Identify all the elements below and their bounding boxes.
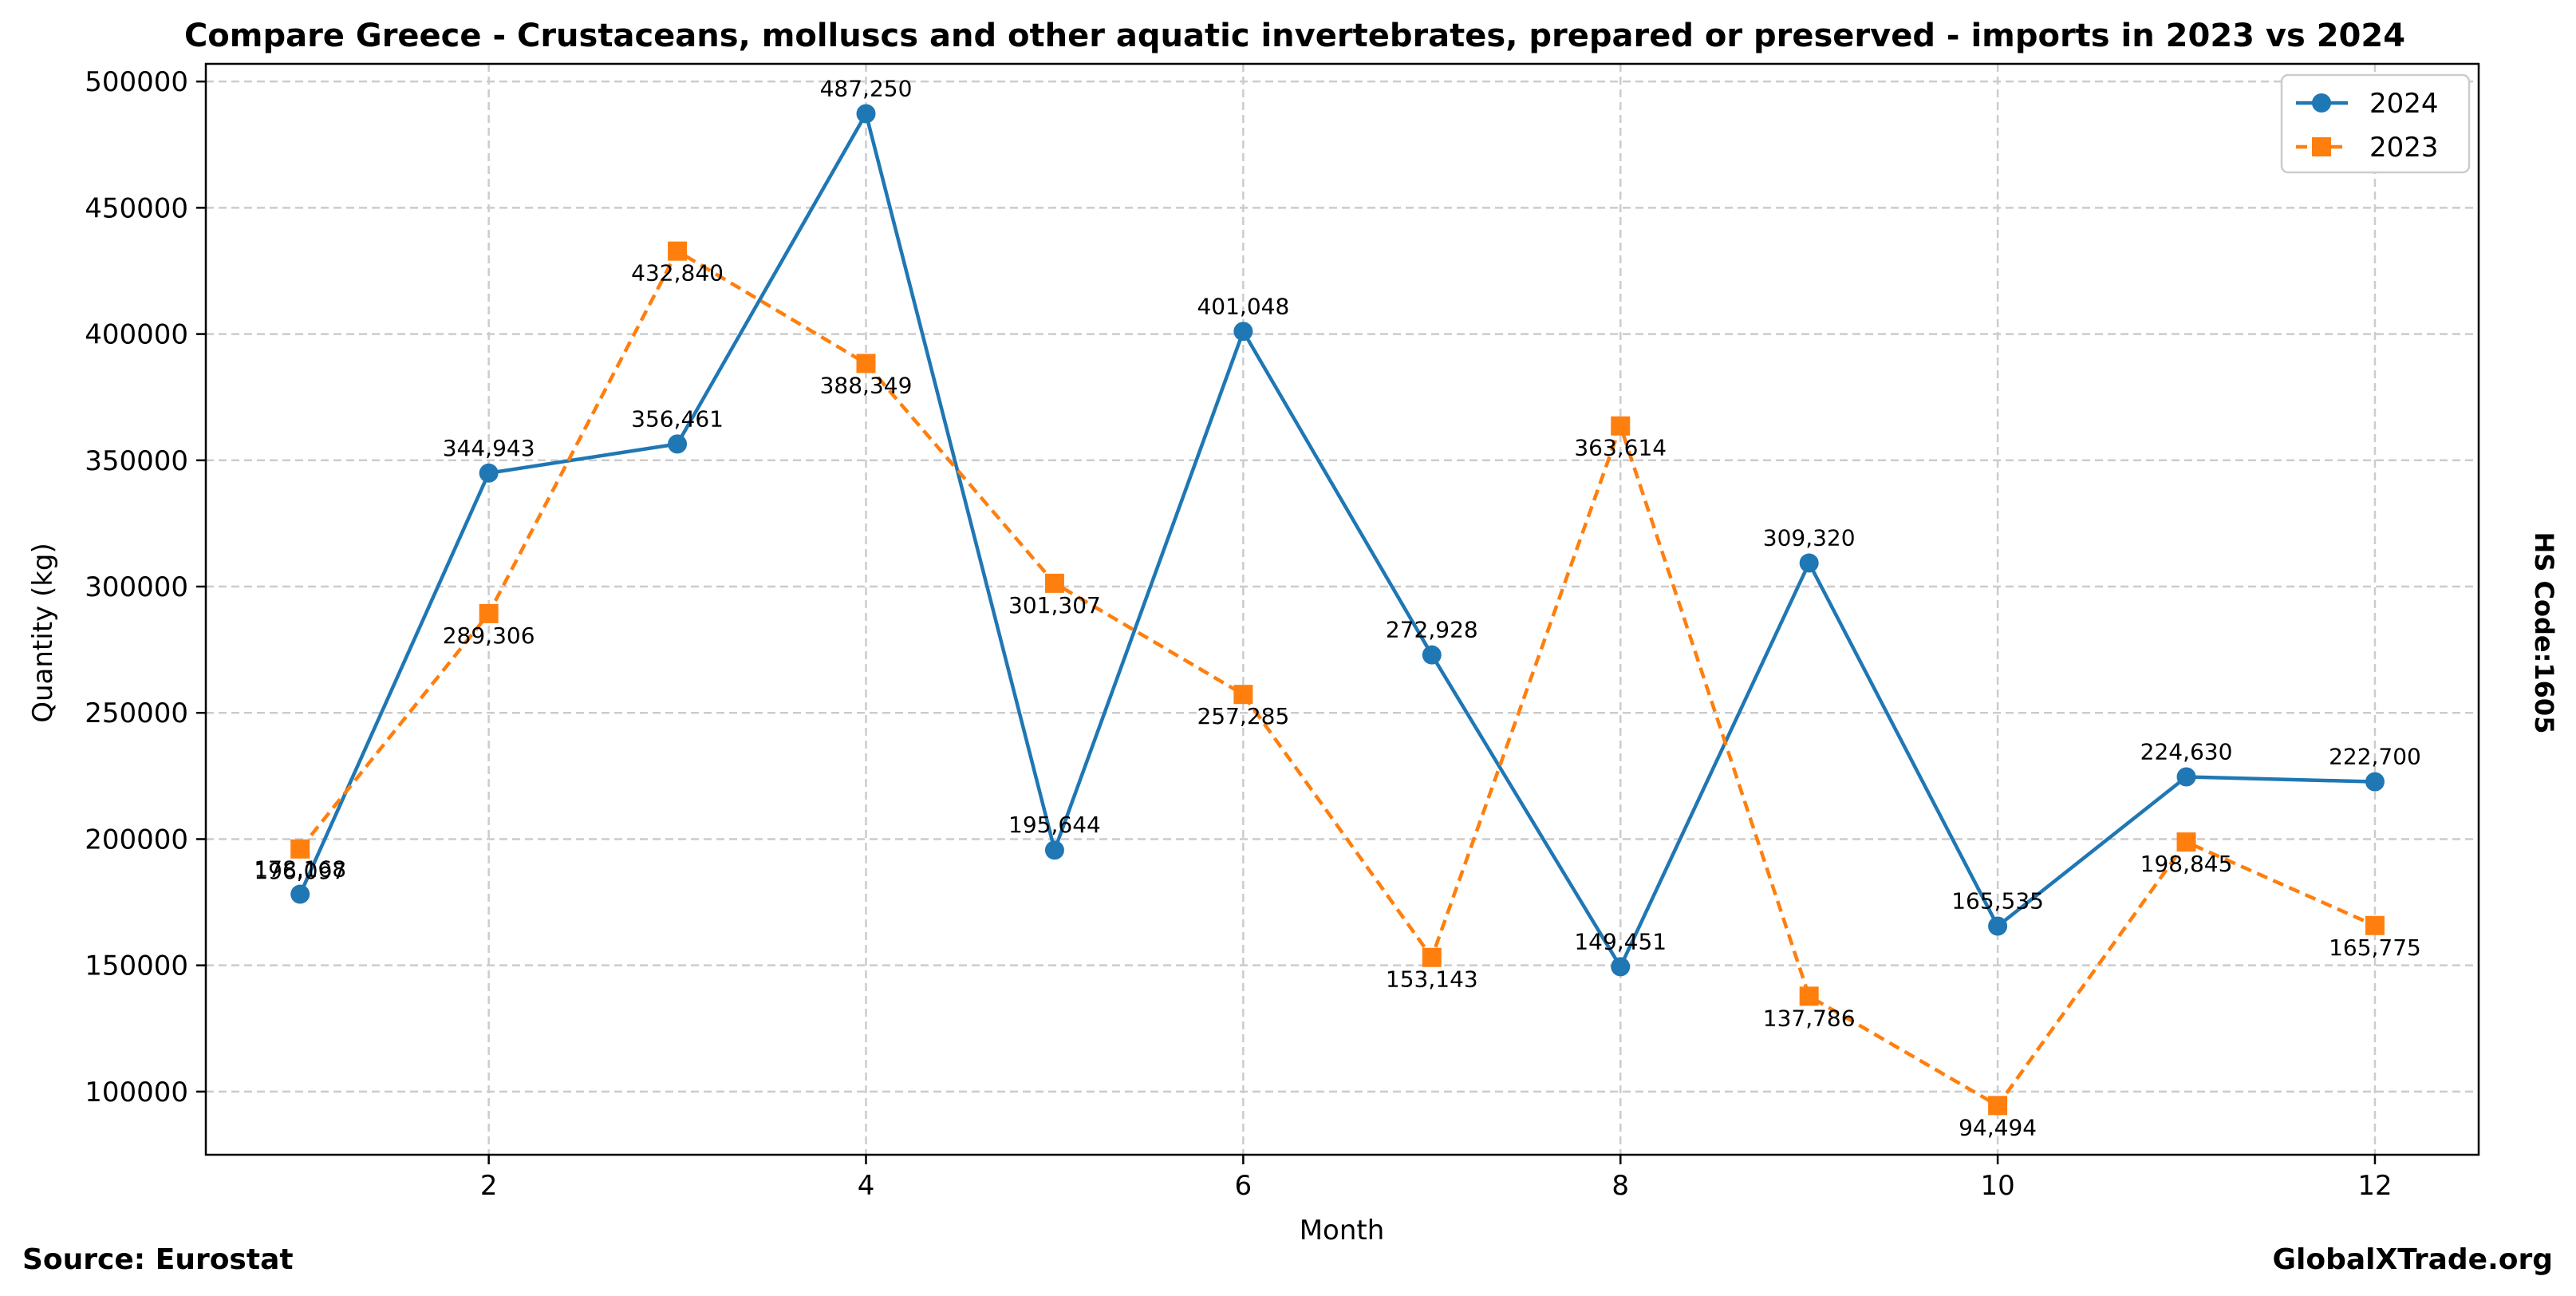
data-label-2023: 363,614	[1574, 435, 1667, 461]
data-label-2024: 222,700	[2329, 744, 2421, 770]
data-point-2023	[1233, 685, 1253, 705]
data-label-2024: 401,048	[1197, 293, 1289, 319]
data-label-2023: 289,306	[443, 622, 535, 649]
data-point-2023	[856, 354, 876, 373]
data-point-2023	[668, 241, 688, 261]
data-label-2024: 224,630	[2140, 739, 2233, 765]
y-tick-label: 350000	[85, 445, 188, 477]
data-label-2023: 198,845	[2140, 851, 2233, 877]
data-point-2024	[1044, 840, 1064, 860]
x-tick-label: 8	[1611, 1170, 1629, 1202]
y-tick-label: 300000	[85, 571, 188, 603]
legend: 2024 2023	[2280, 73, 2471, 174]
data-label-2023: 153,143	[1386, 966, 1478, 993]
data-point-2023	[1799, 986, 1819, 1006]
chart-title: Compare Greece - Crustaceans, molluscs a…	[184, 18, 2405, 54]
series-line-2023	[298, 249, 2376, 1108]
y-tick-label: 200000	[85, 824, 188, 855]
data-label-2023: 301,307	[1008, 592, 1101, 618]
data-point-2024	[1611, 957, 1631, 977]
series-line-2024	[298, 112, 2376, 969]
x-tick-label: 2	[480, 1170, 498, 1202]
x-tick-label: 10	[1980, 1170, 2014, 1202]
data-label-2024: 195,644	[1008, 812, 1101, 838]
data-label-2023: 432,840	[631, 260, 724, 286]
data-label-2023: 257,285	[1197, 703, 1289, 729]
data-point-2024	[856, 104, 876, 124]
data-labels: 178,168 344,943 356,461 487,250 195,644 401,0…	[254, 75, 2421, 1140]
grid	[206, 64, 2479, 1155]
data-label-2024: 272,928	[1386, 617, 1478, 643]
y-tick-label: 150000	[85, 950, 188, 982]
data-point-2024	[479, 463, 499, 483]
data-point-2023	[1988, 1096, 2008, 1116]
x-tick-label: 4	[858, 1170, 875, 1202]
data-point-2024	[2365, 772, 2385, 792]
data-label-2023: 165,775	[2329, 934, 2421, 961]
data-point-2023	[479, 603, 499, 623]
data-label-2024: 487,250	[820, 75, 913, 101]
data-label-2024: 149,451	[1574, 928, 1667, 954]
data-label-2024: 309,320	[1763, 525, 1856, 551]
data-label-2024: 165,535	[1951, 888, 2044, 915]
data-point-2024	[1233, 322, 1253, 342]
data-point-2023	[1422, 947, 1442, 967]
data-point-2023	[2365, 915, 2385, 935]
data-label-2024: 356,461	[631, 405, 724, 432]
data-point-2024	[1799, 553, 1819, 573]
data-point-2023	[1044, 573, 1064, 593]
legend-label-2023: 2023	[2369, 132, 2439, 164]
data-point-2024	[668, 434, 688, 454]
x-tick-label: 12	[2357, 1170, 2392, 1202]
legend-label-2024: 2024	[2369, 88, 2439, 120]
y-tick-label: 500000	[85, 66, 188, 98]
y-axis-ticks: 100000 150000 200000 250000 300000 350000 4000…	[85, 66, 206, 1108]
data-label-2023: 388,349	[820, 372, 913, 398]
legend-marker-2024	[2312, 93, 2331, 113]
data-label-2024: 178,168	[254, 856, 346, 883]
y-tick-label: 400000	[85, 319, 188, 351]
brand-watermark: GlobalXTrade.org	[2272, 1243, 2553, 1276]
x-axis-label: Month	[1300, 1215, 1385, 1247]
data-point-2024	[290, 884, 310, 904]
x-axis-ticks: 2 4 6 8 10 12	[480, 1155, 2393, 1202]
y-tick-label: 450000	[85, 192, 188, 224]
data-label-2023: 94,494	[1959, 1114, 2037, 1140]
data-point-2024	[1988, 916, 2008, 936]
data-label-2023: 196,097	[254, 858, 346, 884]
y-axis-label: Quantity (kg)	[27, 543, 59, 723]
data-point-2023	[290, 839, 310, 859]
data-point-2024	[2176, 767, 2196, 787]
data-point-2024	[1422, 645, 1442, 665]
y-tick-label: 250000	[85, 697, 188, 729]
source-note: Source: Eurostat	[22, 1243, 294, 1276]
data-label-2024: 344,943	[443, 435, 535, 461]
legend-marker-2023	[2312, 137, 2331, 156]
data-point-2023	[1611, 416, 1631, 436]
data-label-2023: 137,786	[1763, 1005, 1856, 1031]
data-point-2023	[2176, 832, 2196, 852]
series-layer	[290, 104, 2385, 1116]
y-tick-label: 100000	[85, 1077, 188, 1108]
x-tick-label: 6	[1235, 1170, 1252, 1202]
plot-frame	[204, 62, 2480, 1156]
hs-code-label: HS Code:1605	[2529, 532, 2559, 734]
